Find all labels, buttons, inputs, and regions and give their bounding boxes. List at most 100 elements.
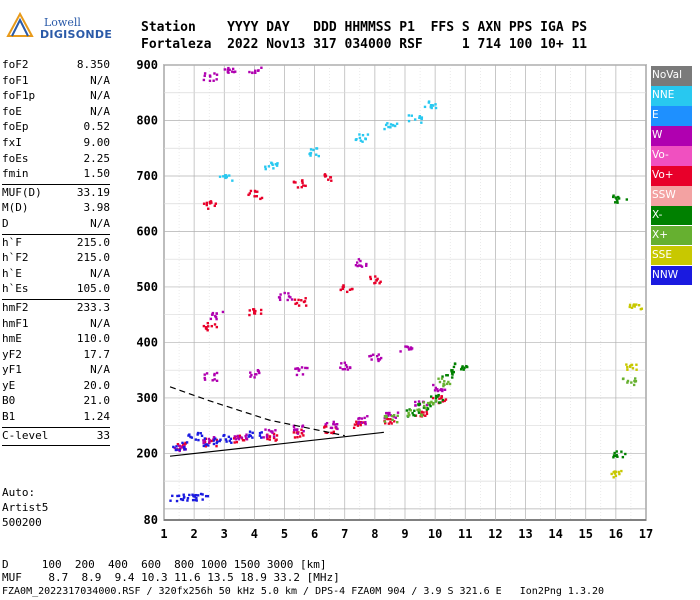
data-point bbox=[376, 277, 379, 281]
data-point bbox=[182, 442, 185, 446]
data-point bbox=[434, 106, 438, 110]
data-point bbox=[249, 371, 252, 374]
data-point bbox=[292, 428, 296, 432]
data-point bbox=[175, 445, 178, 448]
data-point bbox=[330, 426, 334, 430]
data-point bbox=[459, 368, 463, 371]
data-point bbox=[626, 365, 629, 369]
data-point bbox=[343, 361, 347, 364]
data-point bbox=[213, 378, 216, 381]
data-point bbox=[292, 180, 296, 183]
data-point bbox=[272, 436, 276, 440]
data-point bbox=[218, 175, 222, 178]
data-point bbox=[169, 499, 172, 502]
data-point bbox=[443, 399, 446, 403]
data-point bbox=[260, 196, 264, 200]
param-value: 2.25 bbox=[83, 151, 111, 165]
data-point bbox=[259, 197, 262, 201]
data-point bbox=[324, 175, 327, 178]
data-point bbox=[253, 376, 256, 379]
param-name: B0 bbox=[2, 394, 16, 408]
data-point bbox=[357, 422, 360, 425]
legend-item-ssw: SSW bbox=[651, 185, 692, 206]
data-point bbox=[234, 438, 238, 441]
data-point bbox=[443, 388, 447, 391]
data-point bbox=[440, 377, 444, 380]
data-point bbox=[173, 446, 176, 450]
data-point bbox=[301, 181, 304, 184]
data-point bbox=[248, 70, 251, 74]
legend-item-vo-: Vo+ bbox=[651, 165, 692, 186]
data-point bbox=[396, 421, 399, 424]
data-point bbox=[265, 435, 269, 439]
data-point bbox=[417, 408, 421, 411]
data-point bbox=[634, 377, 637, 380]
data-point bbox=[180, 446, 184, 449]
data-point bbox=[426, 401, 430, 405]
data-point bbox=[188, 493, 191, 497]
data-point bbox=[377, 353, 380, 356]
data-point bbox=[297, 304, 301, 307]
data-point bbox=[612, 194, 615, 197]
param-row: yE 20.0 bbox=[2, 379, 110, 395]
data-point bbox=[353, 423, 357, 426]
data-point bbox=[332, 430, 335, 433]
data-point bbox=[190, 436, 194, 439]
data-point bbox=[277, 296, 281, 299]
data-point bbox=[426, 407, 430, 410]
data-point bbox=[442, 384, 445, 388]
param-value: 20.0 bbox=[83, 378, 111, 392]
data-point bbox=[460, 366, 464, 370]
data-point bbox=[420, 121, 423, 124]
data-point bbox=[297, 431, 300, 434]
param-separator bbox=[2, 233, 110, 235]
param-value: 9.00 bbox=[83, 135, 111, 149]
data-point bbox=[194, 498, 197, 502]
param-row: C-level 33 bbox=[2, 429, 110, 445]
data-point bbox=[345, 365, 349, 369]
data-point bbox=[175, 499, 179, 503]
param-name: fmin bbox=[2, 167, 29, 181]
param-row: foE N/A bbox=[2, 105, 110, 121]
data-point bbox=[295, 367, 298, 370]
x-tick-label: 13 bbox=[518, 527, 532, 541]
data-point bbox=[274, 163, 278, 166]
param-row: foF2 8.350 bbox=[2, 58, 110, 74]
param-name: hmF1 bbox=[2, 316, 29, 330]
y-tick-label: 80 bbox=[144, 513, 158, 527]
param-row: B1 1.24 bbox=[2, 410, 110, 426]
data-point bbox=[451, 376, 454, 379]
data-point bbox=[370, 358, 373, 361]
param-value: 33 bbox=[96, 428, 110, 442]
data-point bbox=[203, 378, 207, 381]
data-point bbox=[237, 437, 241, 441]
data-point bbox=[617, 197, 621, 200]
data-point bbox=[279, 293, 282, 296]
data-point bbox=[387, 412, 391, 415]
data-point bbox=[615, 197, 618, 200]
data-point bbox=[202, 78, 206, 82]
series-x- bbox=[383, 377, 638, 424]
data-point bbox=[339, 366, 342, 369]
data-point bbox=[297, 298, 300, 302]
data-point bbox=[345, 290, 349, 294]
data-point bbox=[434, 394, 438, 398]
data-point bbox=[385, 411, 388, 415]
data-point bbox=[324, 423, 327, 426]
data-point bbox=[635, 368, 638, 371]
data-point bbox=[249, 434, 252, 438]
legend: NoVal NNE E W Vo- Vo+ SSW X- X+ SSE NNW bbox=[651, 66, 692, 286]
data-point bbox=[233, 435, 236, 438]
data-point bbox=[244, 437, 248, 440]
data-point bbox=[617, 470, 620, 474]
data-point bbox=[234, 70, 237, 73]
data-point bbox=[628, 305, 631, 309]
data-point bbox=[392, 420, 396, 423]
data-point bbox=[423, 404, 426, 408]
data-point bbox=[637, 304, 641, 307]
data-point bbox=[628, 364, 632, 368]
data-point bbox=[427, 100, 431, 103]
data-point bbox=[344, 363, 348, 367]
data-point bbox=[356, 264, 359, 268]
data-point bbox=[228, 439, 231, 443]
